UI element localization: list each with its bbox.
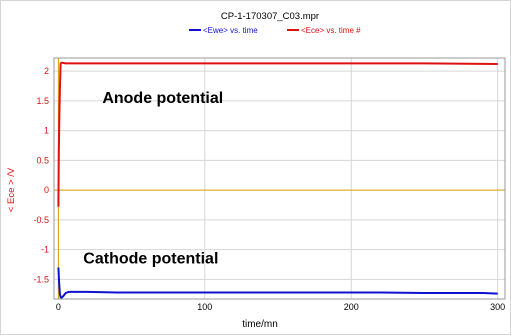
y-tick-label: 1 (44, 126, 49, 136)
legend-entry-ece: <Ece> vs. time # (301, 26, 361, 35)
x-tick-label: 100 (197, 302, 212, 312)
x-tick-label: 300 (490, 302, 505, 312)
y-tick-label: -1.5 (33, 274, 49, 284)
data-series (57, 61, 498, 299)
y-axis-label: < Ece > /V (6, 167, 17, 212)
y-tick-label: 1.5 (36, 96, 49, 106)
x-tick-label: 0 (56, 302, 61, 312)
legend: <Ewe> vs. time <Ece> vs. time # (189, 26, 361, 35)
ece-series-line (57, 61, 498, 207)
legend-entry-ewe: <Ewe> vs. time (203, 26, 258, 35)
ewe-series-line (57, 267, 498, 299)
y-tick-label: 0 (44, 185, 49, 195)
x-tick-label: 200 (344, 302, 359, 312)
x-axis-label: time/mn (242, 319, 278, 330)
annotations: Anode potential Cathode potential (83, 90, 223, 267)
anode-potential-label: Anode potential (102, 90, 223, 107)
y-tick-label: 0.5 (36, 155, 49, 165)
y-tick-label: -0.5 (33, 215, 49, 225)
plot-area (53, 57, 506, 300)
y-tick-label: -1 (41, 245, 49, 255)
cathode-potential-label: Cathode potential (83, 250, 218, 267)
chart-title: CP-1-170307_C03.mpr (221, 11, 319, 22)
y-tick-label: 2 (44, 66, 49, 76)
tick-labels: 0 100 200 300 -1.5 -1 -0.5 0 0.5 1 1.5 2 (33, 66, 505, 312)
